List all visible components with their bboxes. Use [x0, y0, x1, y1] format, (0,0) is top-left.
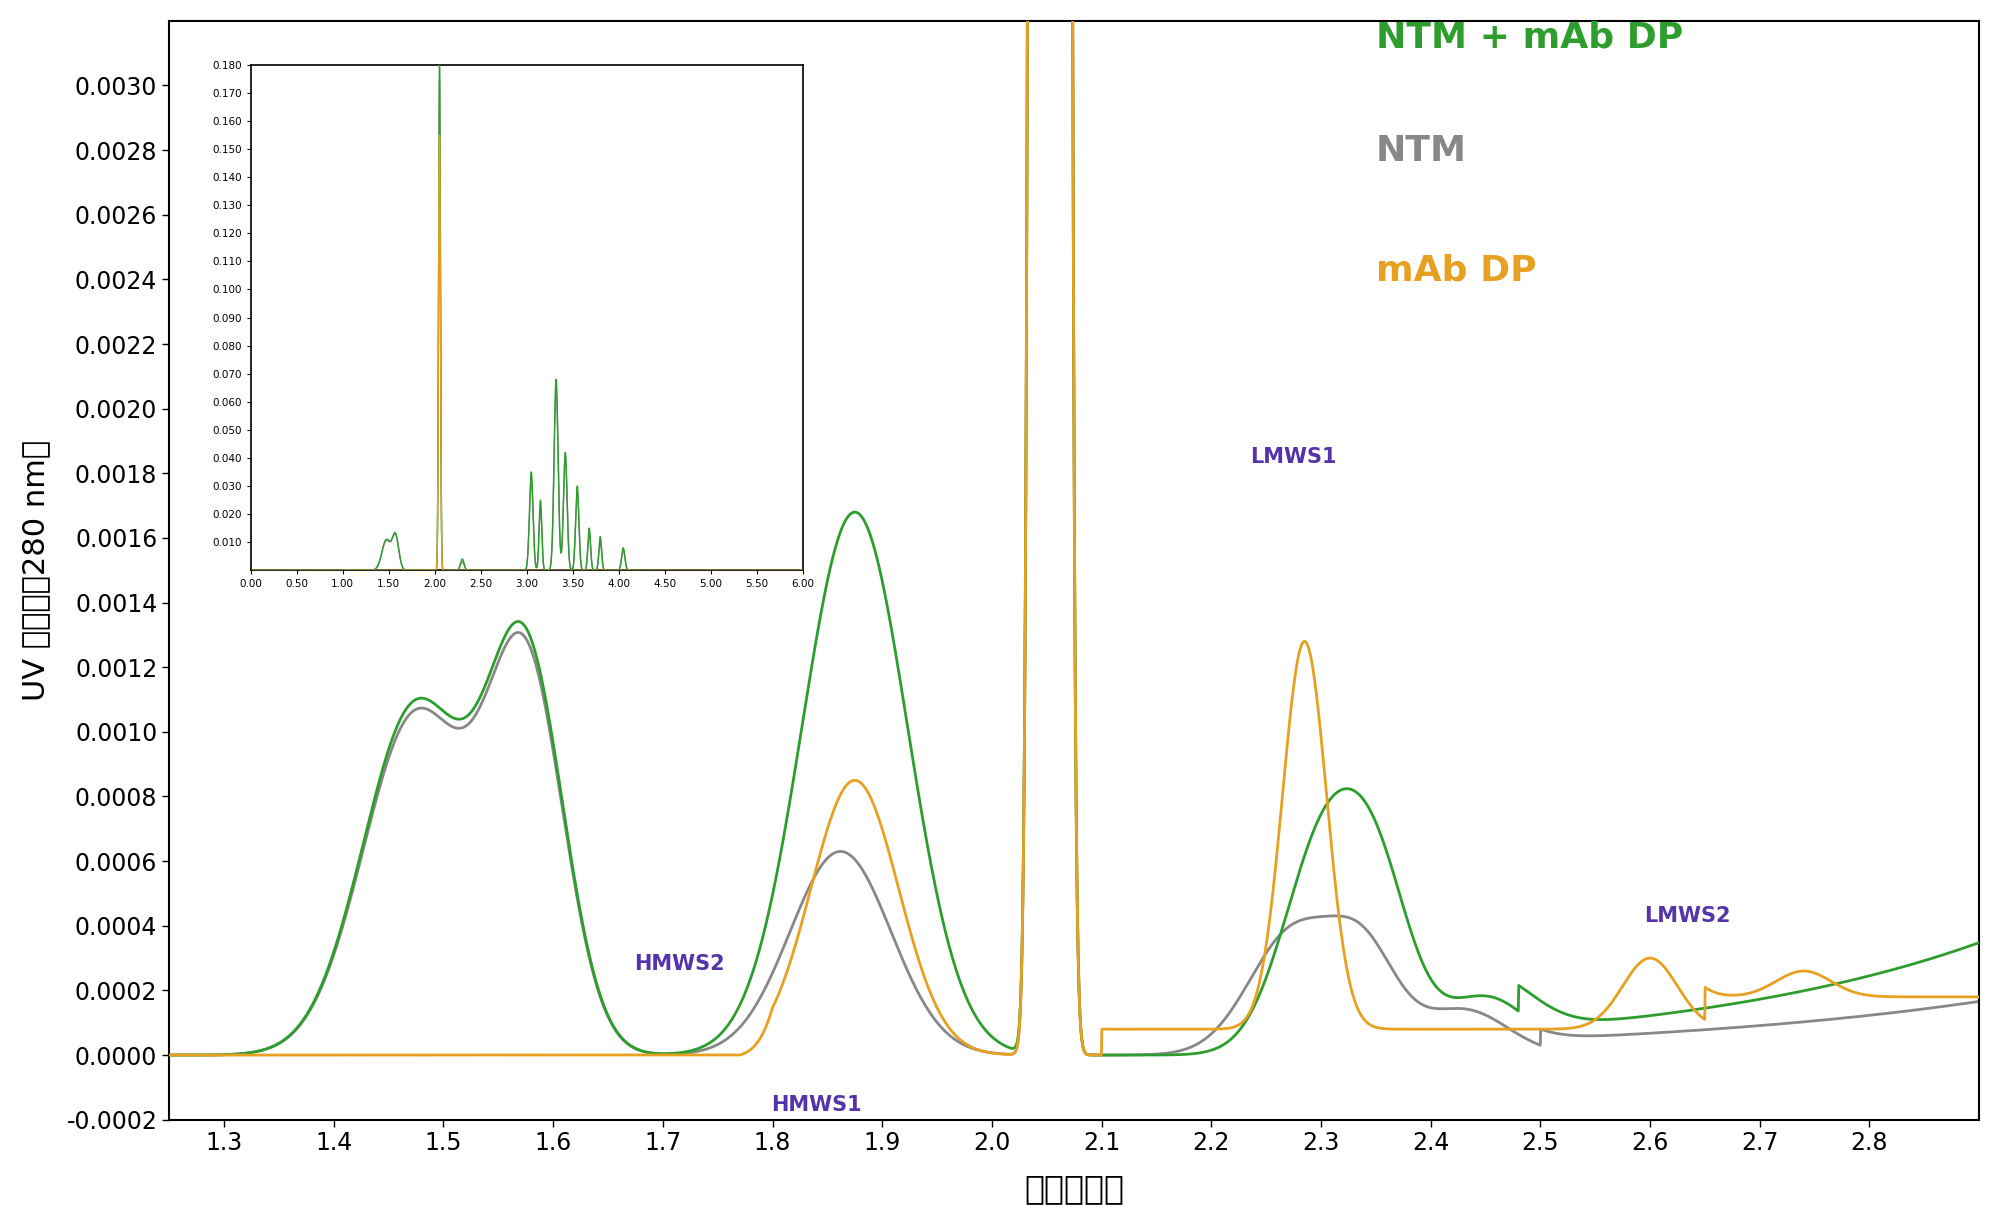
Text: NTM: NTM — [1376, 134, 1466, 168]
Text: HMWS1: HMWS1 — [772, 1095, 862, 1114]
Text: LMWS2: LMWS2 — [1644, 906, 1732, 926]
Text: mAb DP: mAb DP — [1376, 254, 1536, 288]
Text: HMWS2: HMWS2 — [634, 954, 724, 975]
Y-axis label: UV 吸光度（280 nm）: UV 吸光度（280 nm） — [20, 440, 50, 701]
Text: NTM + mAb DP: NTM + mAb DP — [1376, 21, 1684, 55]
X-axis label: 時間（分）: 時間（分） — [1024, 1172, 1124, 1205]
Text: LMWS1: LMWS1 — [1250, 446, 1336, 467]
